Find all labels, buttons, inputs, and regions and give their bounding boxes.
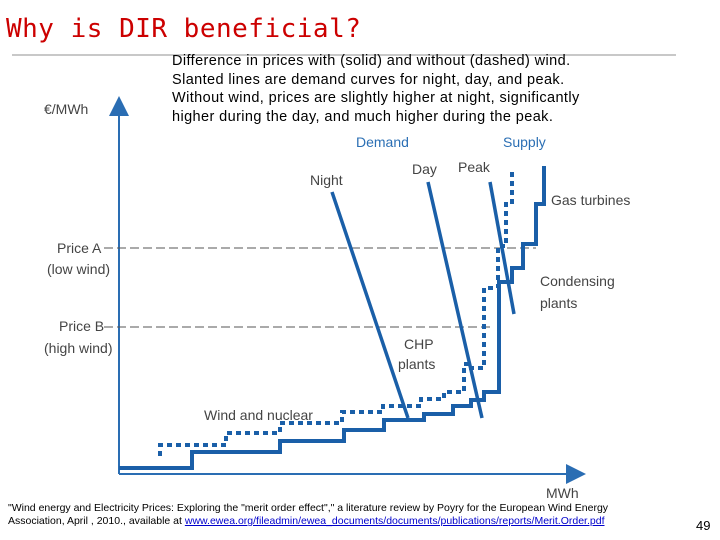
supply-curve-without-wind: [158, 168, 514, 456]
price-a-label: Price A: [57, 240, 102, 256]
price-b-sublabel: (high wind): [44, 340, 112, 356]
condensing-label: Condensing: [540, 273, 615, 289]
caption-line: Without wind, prices are slightly higher…: [172, 90, 580, 107]
price-b-label: Price B: [59, 318, 104, 334]
demand-curve-day: [426, 181, 484, 419]
citation-line-1: "Wind energy and Electricity Prices: Exp…: [8, 502, 609, 514]
price-a-sublabel: (low wind): [47, 261, 110, 277]
caption-line: Slanted lines are demand curves for nigh…: [172, 71, 565, 88]
gas-turbines-label: Gas turbines: [551, 192, 630, 208]
title-divider: [12, 54, 676, 56]
day-label: Day: [412, 161, 437, 177]
caption-line: higher during the day, and much higher d…: [172, 108, 554, 125]
caption-line: Difference in prices with (solid) and wi…: [172, 53, 571, 69]
night-label: Night: [310, 172, 343, 188]
supply-curve-with-wind: [119, 166, 546, 470]
citation-prefix: Association, April , 2010., available at: [8, 515, 185, 527]
diagram-caption: Difference in prices with (solid) and wi…: [172, 52, 672, 126]
citation-footnote: "Wind energy and Electricity Prices: Exp…: [8, 502, 698, 528]
slide-title: Why is DIR beneficial?: [6, 14, 362, 44]
peak-label: Peak: [458, 159, 491, 175]
demand-label: Demand: [356, 134, 409, 150]
supply-label: Supply: [503, 134, 546, 150]
chp-sublabel: plants: [398, 356, 435, 372]
citation-link[interactable]: www.ewea.org/fileadmin/ewea_documents/do…: [184, 515, 605, 527]
condensing-sublabel: plants: [540, 295, 577, 311]
wind-nuclear-label: Wind and nuclear: [204, 407, 313, 423]
citation-line-2: Association, April , 2010., available at…: [8, 515, 698, 528]
page-number: 49: [696, 518, 711, 533]
x-axis-label: MWh: [546, 485, 579, 501]
chp-label: CHP: [404, 336, 434, 352]
merit-order-diagram: €/MWh MWh Demand Supply Night Day Peak P…: [16, 56, 674, 504]
y-axis-label: €/MWh: [44, 101, 88, 117]
demand-curve-night: [330, 191, 410, 419]
